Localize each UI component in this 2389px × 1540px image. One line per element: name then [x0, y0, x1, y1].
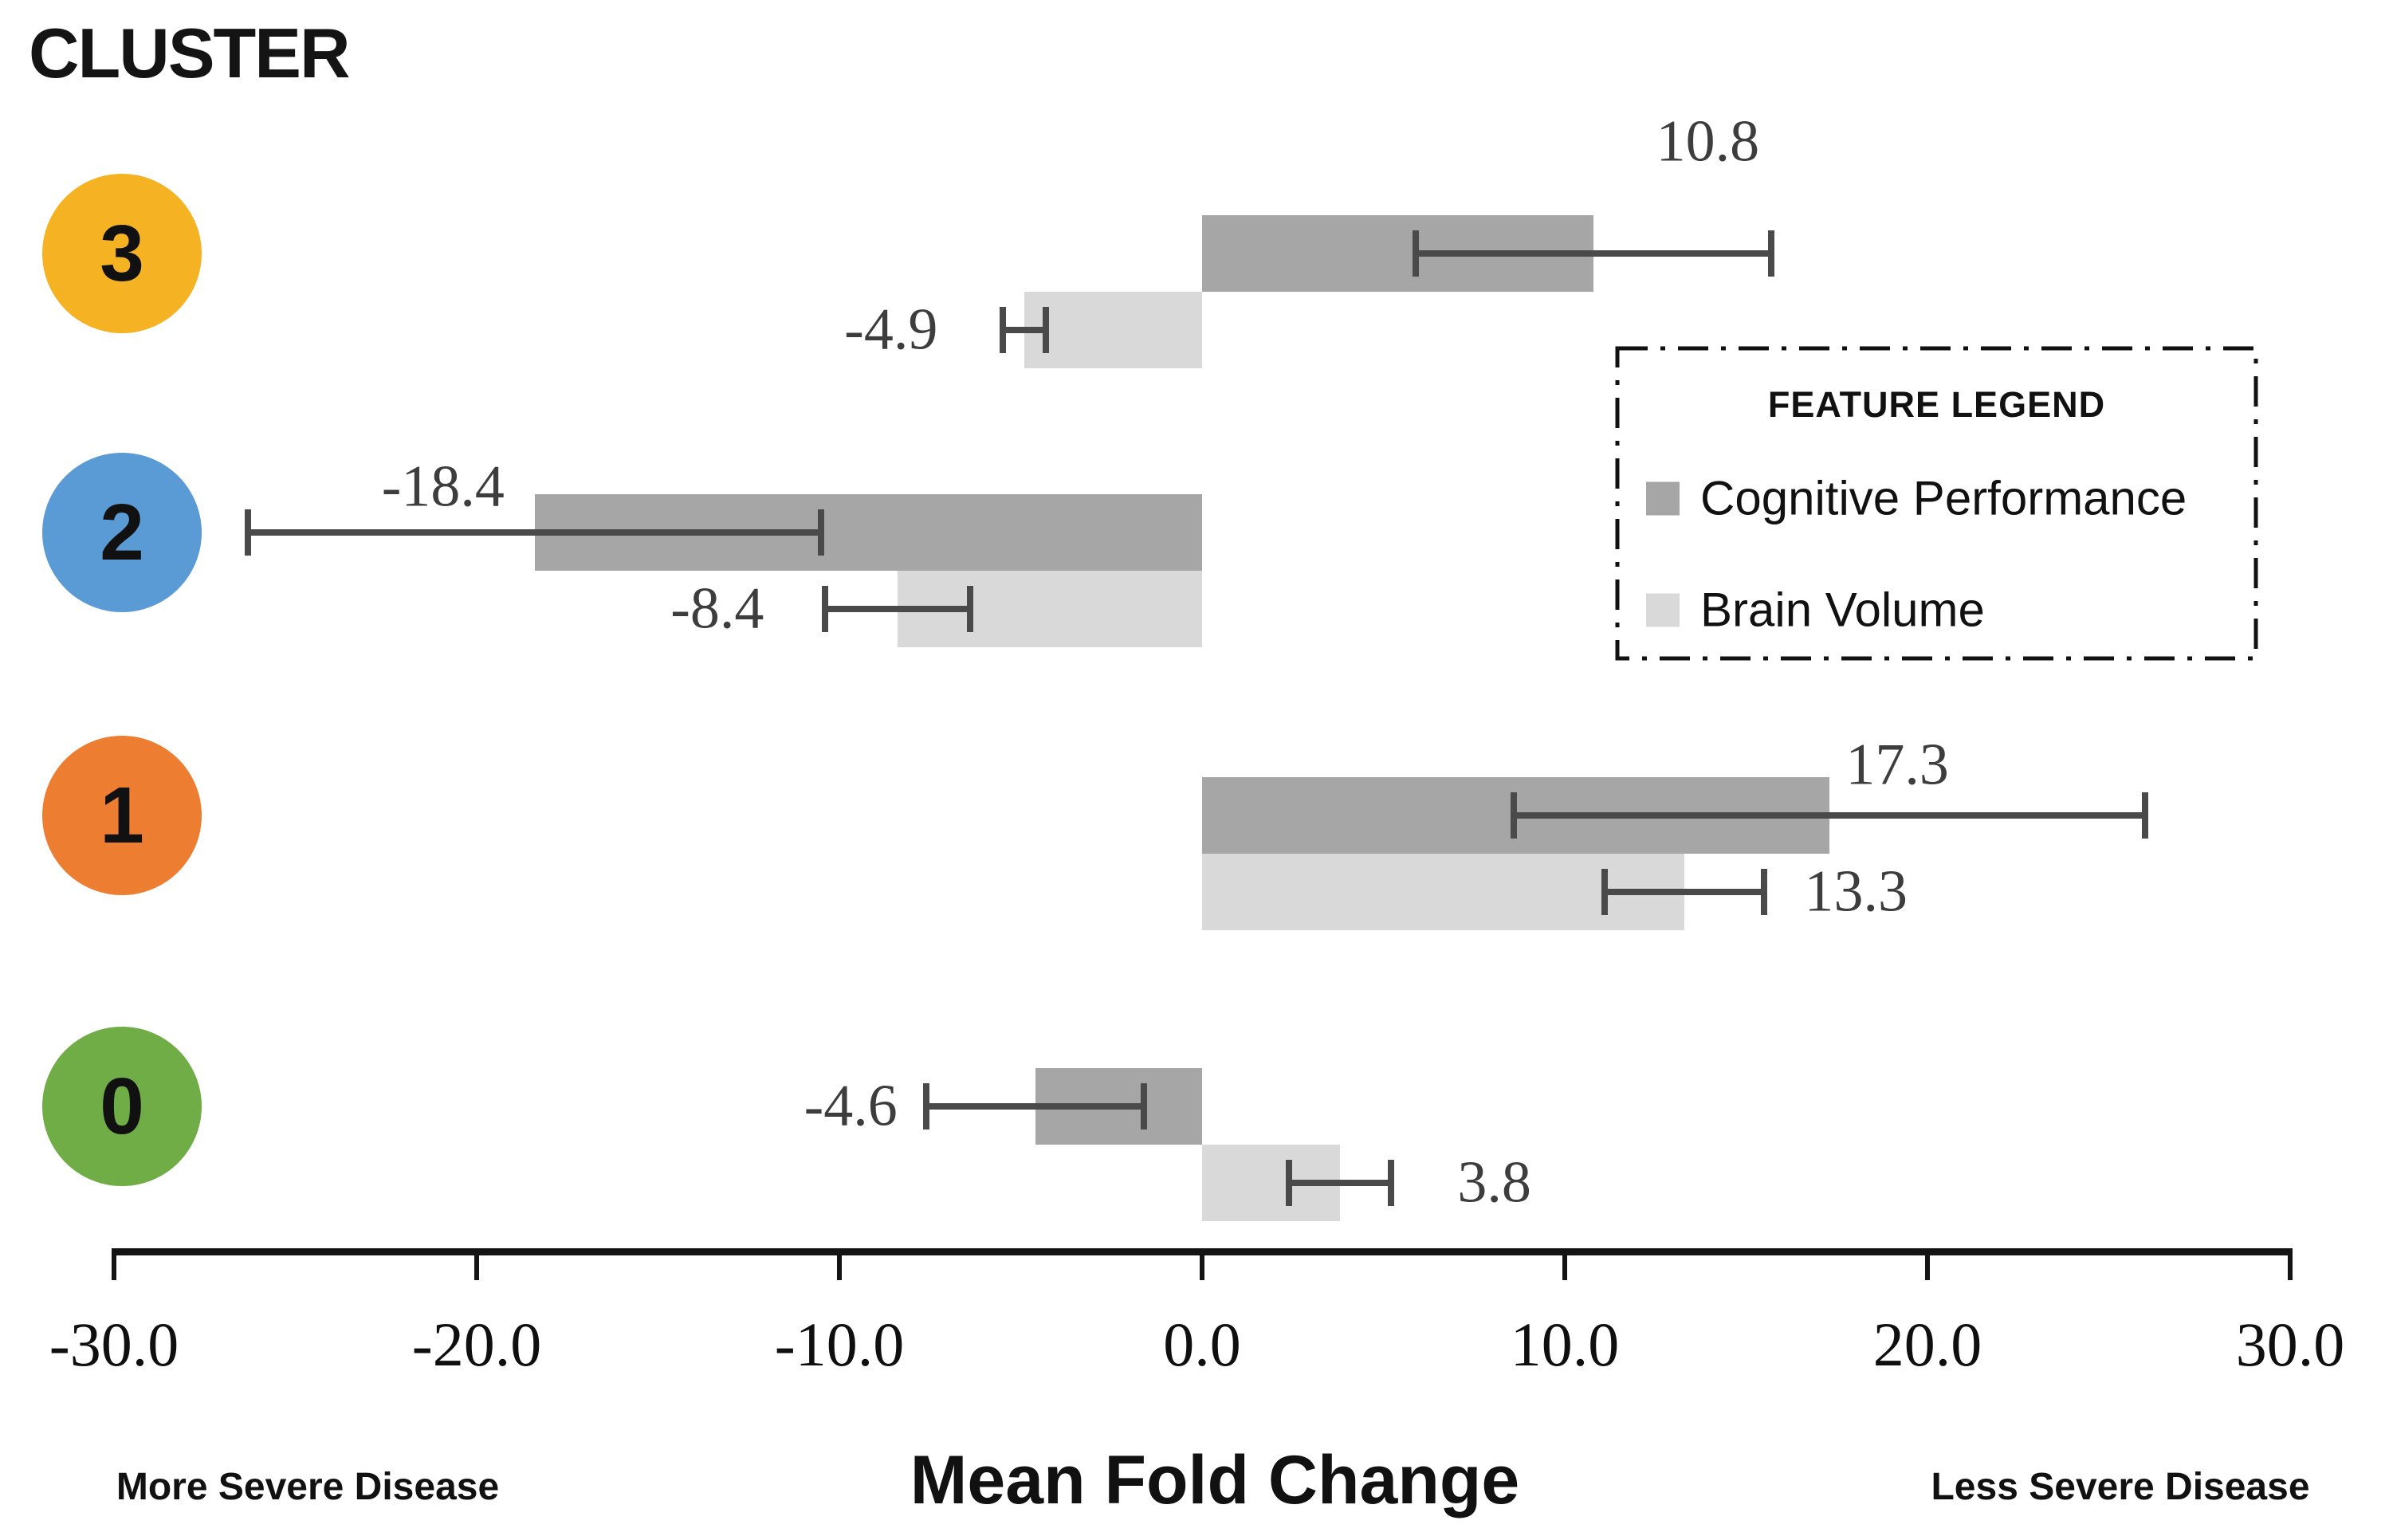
axis-tick — [1562, 1253, 1567, 1280]
error-bar-cap — [1761, 869, 1768, 915]
cluster-badge-3: 3 — [42, 174, 202, 333]
value-label: 10.8 — [1656, 108, 1760, 175]
right-axis-caption: Less Severe Disease — [1931, 1466, 2310, 1508]
feature-legend: FEATURE LEGEND Cognitive Performance Bra… — [1615, 346, 2258, 661]
error-bar — [1416, 250, 1772, 257]
error-bar-cap — [1043, 307, 1050, 353]
axis-tick — [2288, 1253, 2293, 1280]
axis-tick — [474, 1253, 479, 1280]
cluster-badge-0: 0 — [42, 1027, 202, 1186]
left-axis-caption: More Severe Disease — [116, 1466, 500, 1508]
error-bar-cap — [1768, 230, 1775, 277]
error-bar — [926, 1103, 1145, 1110]
value-label: 3.8 — [1457, 1149, 1531, 1216]
axis-tick — [1925, 1253, 1930, 1280]
error-bar-cap — [1387, 1160, 1394, 1206]
axis-tick-label: -10.0 — [774, 1310, 905, 1379]
x-axis-title: Mean Fold Change — [910, 1442, 1520, 1518]
error-bar-cap — [1286, 1160, 1293, 1206]
value-label: -18.4 — [381, 454, 505, 520]
axis-tick-label: -20.0 — [411, 1310, 542, 1379]
error-bar-cap — [1141, 1083, 1148, 1129]
error-bar — [1289, 1180, 1391, 1186]
cognitive-performance-swatch — [1646, 481, 1680, 515]
axis-tick-label: 10.0 — [1510, 1310, 1620, 1379]
error-bar — [1605, 889, 1765, 895]
axis-tick-label: 20.0 — [1872, 1310, 1982, 1379]
legend-item-brain-volume: Brain Volume — [1646, 583, 1985, 638]
error-bar-cap — [2142, 792, 2148, 839]
error-bar-cap — [245, 509, 252, 556]
value-label: 17.3 — [1845, 732, 1949, 798]
bar-brain-volume-cluster-3 — [1024, 292, 1202, 368]
error-bar-cap — [1413, 230, 1420, 277]
brain-volume-swatch — [1646, 593, 1680, 627]
error-bar — [824, 606, 970, 612]
error-bar — [248, 529, 822, 536]
x-axis-line — [112, 1248, 2293, 1255]
chart-title: CLUSTER — [29, 14, 351, 92]
legend-item-label: Cognitive Performance — [1700, 471, 2187, 525]
error-bar-cap — [999, 307, 1006, 353]
error-bar-cap — [818, 509, 825, 556]
value-label: -8.4 — [670, 576, 764, 642]
legend-item-cognitive-performance: Cognitive Performance — [1646, 471, 2187, 526]
error-bar-cap — [966, 586, 973, 632]
error-bar — [1514, 812, 2145, 819]
error-bar-cap — [923, 1083, 930, 1129]
axis-tick — [837, 1253, 842, 1280]
cluster-badge-1: 1 — [42, 736, 202, 895]
legend-item-label: Brain Volume — [1700, 583, 1985, 637]
legend-dash-dot-border — [1615, 346, 2258, 661]
axis-tick — [112, 1253, 116, 1280]
error-bar-cap — [821, 586, 828, 632]
value-label: -4.6 — [804, 1073, 898, 1139]
error-bar-cap — [1511, 792, 1518, 839]
cluster-badge-2: 2 — [42, 453, 202, 612]
value-label: 13.3 — [1804, 858, 1908, 925]
axis-tick-label: 30.0 — [2235, 1310, 2345, 1379]
value-label: -4.9 — [844, 297, 938, 363]
axis-tick — [1200, 1253, 1204, 1280]
error-bar — [1002, 327, 1047, 333]
axis-tick-label: -30.0 — [49, 1310, 179, 1379]
error-bar-cap — [1601, 869, 1609, 915]
legend-title: FEATURE LEGEND — [1767, 384, 2106, 425]
axis-tick-label: 0.0 — [1163, 1310, 1241, 1379]
